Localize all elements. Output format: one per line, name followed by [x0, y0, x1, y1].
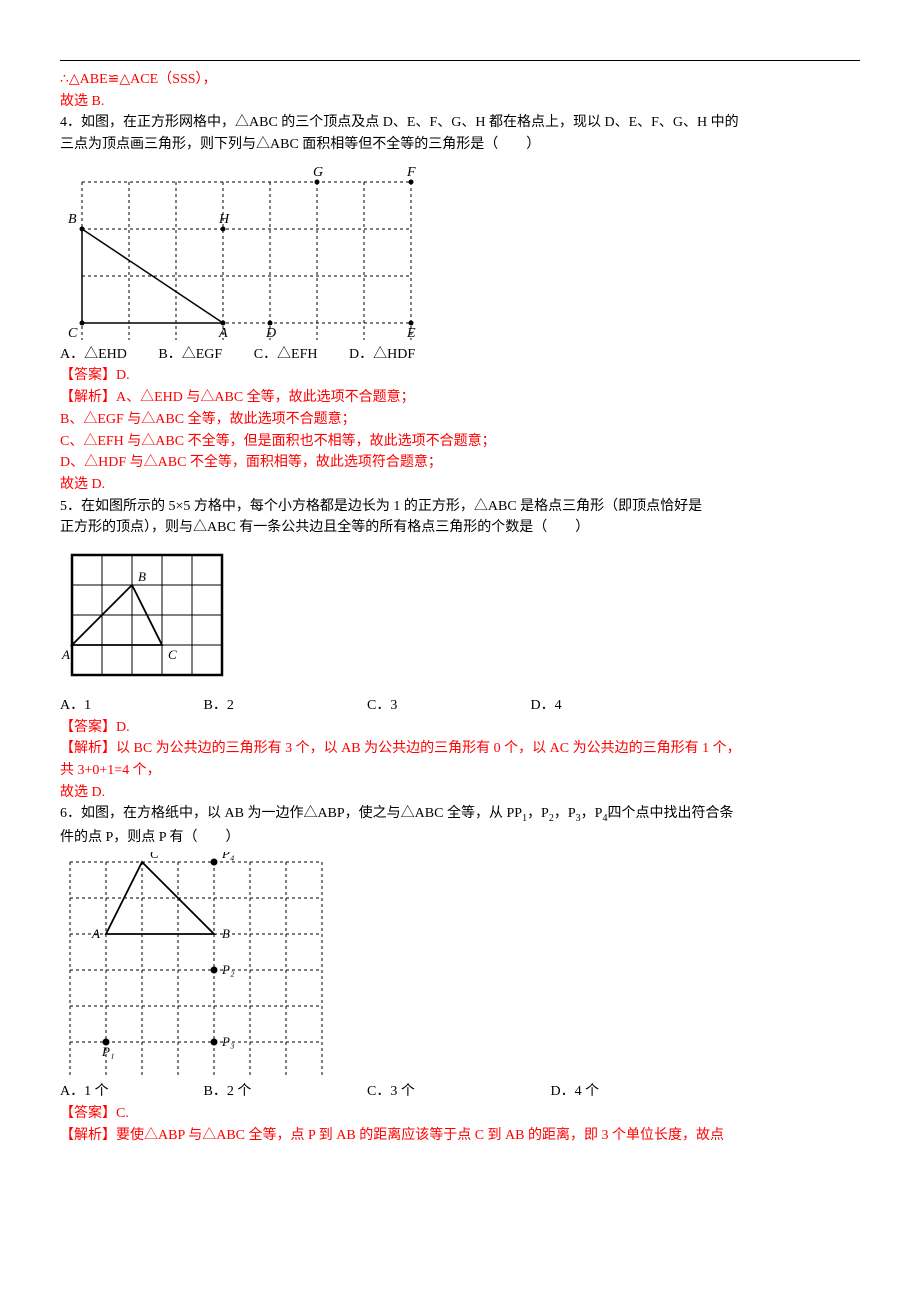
svg-text:C: C — [68, 326, 78, 340]
svg-text:C: C — [150, 852, 159, 861]
q4-options: A．△EHD B．△EGF C．△EFH D．△HDF — [60, 344, 860, 366]
q4-exp-4: 故选 D. — [60, 474, 860, 496]
q5-exp-0: 【解析】以 BC 为公共边的三角形有 3 个，以 AB 为公共边的三角形有 0 … — [60, 738, 860, 760]
q4-opt-c: C．△EFH — [254, 347, 318, 362]
q4-answer: 【答案】D. — [60, 365, 860, 387]
q6-opt-d: D．4 个 — [551, 1081, 691, 1103]
svg-text:B: B — [68, 212, 77, 227]
q6-answer: 【答案】C. — [60, 1103, 860, 1125]
q4-opt-a: A．△EHD — [60, 347, 127, 362]
svg-text:A: A — [218, 326, 228, 340]
q4-exp-3: D、△HDF 与△ABC 不全等，面积相等，故此选项符合题意； — [60, 452, 860, 474]
prev-line1: ∴△ABE≌△ACE（SSS）， — [60, 69, 860, 91]
q4-line2: 三点为顶点画三角形，则下列与△ABC 面积相等但不全等的三角形是（ ） — [60, 134, 860, 156]
svg-text:E: E — [406, 326, 416, 340]
q5-opt-b: B．2 — [204, 695, 364, 717]
q4-exp-2: C、△EFH 与△ABC 不全等，但是面积也不相等，故此选项不合题意； — [60, 431, 860, 453]
q4-exp-0: 【解析】A、△EHD 与△ABC 全等，故此选项不合题意； — [60, 387, 860, 409]
q5-answer: 【答案】D. — [60, 717, 860, 739]
svg-text:H: H — [218, 212, 230, 227]
svg-text:B: B — [138, 569, 146, 584]
q6-opt-c: C．3 个 — [367, 1081, 547, 1103]
q6-line2: 件的点 P，则点 P 有（ ） — [60, 827, 860, 849]
q4-line1: 4．如图，在正方形网格中，△ABC 的三个顶点及点 D、E、F、G、H 都在格点… — [60, 112, 860, 134]
svg-text:P₂: P₂ — [221, 962, 235, 977]
q5-line1: 5．在如图所示的 5×5 方格中，每个小方格都是边长为 1 的正方形，△ABC … — [60, 496, 860, 518]
svg-text:P₃: P₃ — [221, 1034, 234, 1049]
svg-text:C: C — [168, 647, 177, 662]
svg-text:P₄: P₄ — [221, 852, 235, 861]
q4-figure: B H G F C A D E — [60, 160, 430, 340]
svg-text:A: A — [91, 926, 100, 941]
q6-opt-b: B．2 个 — [204, 1081, 364, 1103]
svg-text:B: B — [222, 926, 230, 941]
q5-figure: B A C — [60, 543, 240, 691]
q6-opt-a: A．1 个 — [60, 1081, 200, 1103]
q4-opt-d: D．△HDF — [349, 347, 415, 362]
q6-options: A．1 个 B．2 个 C．3 个 D．4 个 — [60, 1081, 860, 1103]
svg-text:F: F — [406, 165, 416, 180]
svg-text:G: G — [313, 165, 323, 180]
q4-exp-1: B、△EGF 与△ABC 全等，故此选项不合题意； — [60, 409, 860, 431]
svg-text:P₁: P₁ — [101, 1044, 114, 1059]
svg-text:D: D — [265, 326, 276, 340]
q6-num: 6． — [60, 806, 81, 821]
q4-opt-b: B．△EGF — [158, 347, 222, 362]
q6-figure: C P₄ A B P₂ P₁ P₃ — [60, 852, 330, 1077]
q6-exp: 【解析】要使△ABP 与△ABC 全等，点 P 到 AB 的距离应该等于点 C … — [60, 1125, 860, 1147]
header-rule — [60, 60, 860, 61]
q6-line1: 6．如图，在方格纸中，以 AB 为一边作△ABP，使之与△ABC 全等，从 PP… — [60, 803, 860, 826]
q5-line2: 正方形的顶点），则与△ABC 有一条公共边且全等的所有格点三角形的个数是（ ） — [60, 517, 860, 539]
q4-text1: 如图，在正方形网格中，△ABC 的三个顶点及点 D、E、F、G、H 都在格点上，… — [81, 115, 739, 130]
q5-opt-d: D．4 — [531, 695, 671, 717]
prev-line2: 故选 B. — [60, 91, 860, 113]
q5-text1: 在如图所示的 5×5 方格中，每个小方格都是边长为 1 的正方形，△ABC 是格… — [81, 499, 702, 514]
q5-opt-c: C．3 — [367, 695, 527, 717]
q5-exp-2: 故选 D. — [60, 782, 860, 804]
q6-subs: P1，P2，P3，P4 — [514, 806, 607, 821]
q6-text1b: 四个点中找出符合条 — [607, 806, 733, 821]
q4-num: 4． — [60, 115, 81, 130]
q5-opt-a: A．1 — [60, 695, 200, 717]
q5-exp-1: 共 3+0+1=4 个， — [60, 760, 860, 782]
q5-num: 5． — [60, 499, 81, 514]
svg-text:A: A — [61, 647, 70, 662]
q5-options: A．1 B．2 C．3 D．4 — [60, 695, 860, 717]
q6-text1: 如图，在方格纸中，以 AB 为一边作△ABP，使之与△ABC 全等，从 P — [81, 806, 514, 821]
